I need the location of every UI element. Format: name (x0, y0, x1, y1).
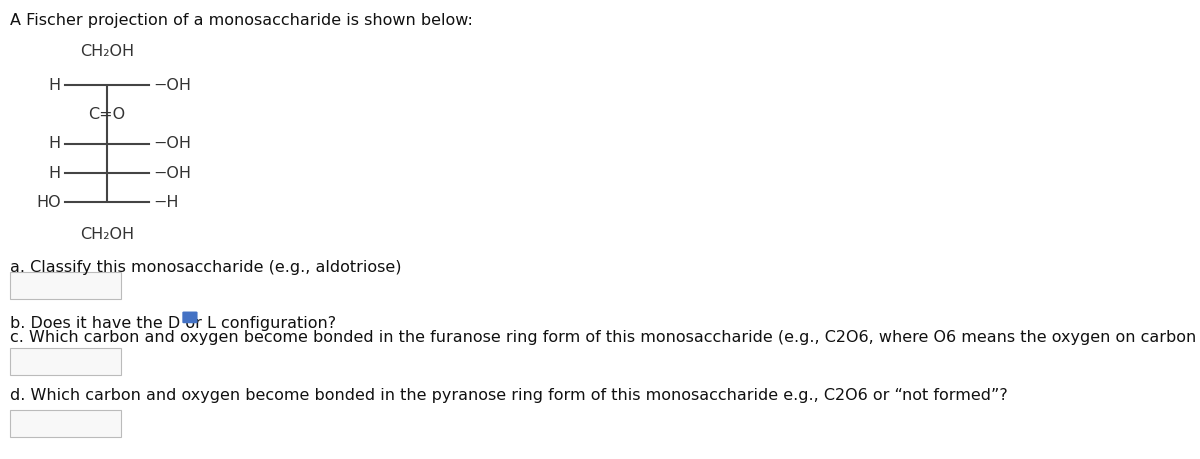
Text: H: H (48, 166, 60, 181)
Bar (11, 410, 121, 437)
Text: HO: HO (36, 195, 60, 210)
Text: CH₂OH: CH₂OH (80, 44, 134, 59)
Bar (11, 272, 121, 299)
Text: c. Which carbon and oxygen become bonded in the furanose ring form of this monos: c. Which carbon and oxygen become bonded… (11, 330, 1200, 345)
Text: CH₂OH: CH₂OH (80, 226, 134, 241)
Text: d. Which carbon and oxygen become bonded in the pyranose ring form of this monos: d. Which carbon and oxygen become bonded… (11, 388, 1008, 403)
Bar (11, 347, 121, 375)
Text: H: H (48, 78, 60, 93)
Text: A Fischer projection of a monosaccharide is shown below:: A Fischer projection of a monosaccharide… (11, 13, 473, 28)
FancyBboxPatch shape (182, 312, 198, 323)
Text: b. Does it have the D or L configuration?: b. Does it have the D or L configuration… (11, 316, 336, 331)
Text: C=O: C=O (89, 107, 126, 122)
Text: H: H (48, 136, 60, 151)
Text: −H: −H (154, 195, 179, 210)
Text: −OH: −OH (154, 166, 191, 181)
Text: a. Classify this monosaccharide (e.g., aldotriose): a. Classify this monosaccharide (e.g., a… (11, 260, 402, 275)
Text: −OH: −OH (154, 78, 191, 93)
Text: −OH: −OH (154, 136, 191, 151)
